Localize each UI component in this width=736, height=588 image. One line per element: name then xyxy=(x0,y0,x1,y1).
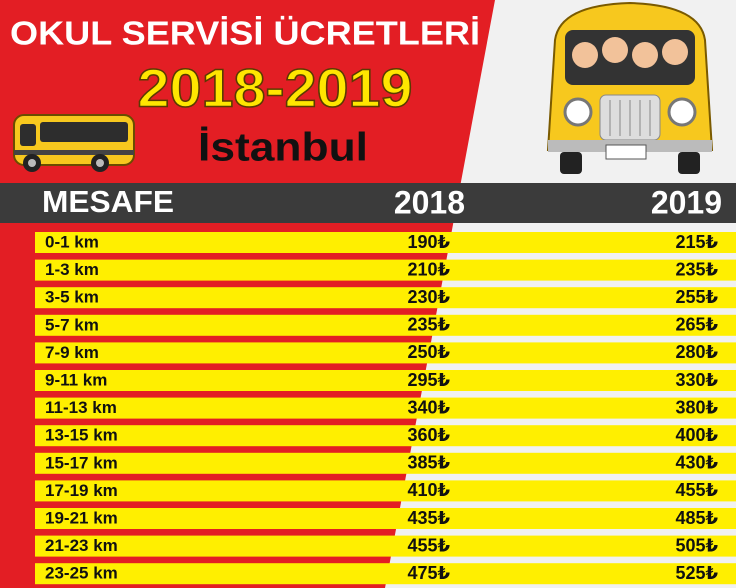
distance-cell: 21-23 km xyxy=(45,536,118,555)
price-cell: 410₺ xyxy=(407,480,450,500)
price-cell: 400₺ xyxy=(675,425,718,445)
distance-cell: 11-13 km xyxy=(45,398,117,417)
table-row: 0-1 km 190₺ 215₺ xyxy=(35,232,736,253)
row-stripe xyxy=(35,370,736,391)
table-row: 17-19 km 410₺ 455₺ xyxy=(35,480,736,502)
row-stripe xyxy=(35,535,736,557)
price-cell: 385₺ xyxy=(407,453,450,473)
price-cell: 255₺ xyxy=(675,287,718,307)
big-bus xyxy=(546,1,714,174)
table-row: 11-13 km 340₺ 380₺ xyxy=(35,397,736,419)
table-row: 7-9 km 250₺ 280₺ xyxy=(35,342,736,364)
column-header: 2019 xyxy=(651,184,722,220)
table-row: 9-11 km 295₺ 330₺ xyxy=(35,370,736,391)
row-stripe xyxy=(35,314,736,336)
price-cell: 485₺ xyxy=(675,508,718,528)
table-row: 3-5 km 230₺ 255₺ xyxy=(35,287,736,309)
table-row: 21-23 km 455₺ 505₺ xyxy=(35,535,736,557)
row-stripe xyxy=(35,480,736,502)
distance-cell: 19-21 km xyxy=(45,508,118,527)
price-cell: 455₺ xyxy=(407,535,450,555)
price-cell: 235₺ xyxy=(407,315,450,335)
table-header-bar xyxy=(0,183,736,223)
price-cell: 525₺ xyxy=(675,563,718,583)
years: 2018-2019 xyxy=(138,58,413,118)
row-stripe xyxy=(35,287,736,309)
price-cell: 265₺ xyxy=(675,315,718,335)
table-row: 5-7 km 235₺ 265₺ xyxy=(35,315,736,336)
city: İstanbul xyxy=(198,126,368,170)
price-cell: 435₺ xyxy=(407,508,450,528)
row-stripe xyxy=(35,259,736,281)
price-cell: 455₺ xyxy=(675,480,718,500)
price-cell: 210₺ xyxy=(407,259,450,279)
distance-cell: 15-17 km xyxy=(45,453,118,472)
table-body: 0-1 km 190₺ 215₺ 1-3 km 210₺ 235₺ 3-5 km 230₺ 25… xyxy=(35,232,736,585)
distance-cell: 5-7 km xyxy=(45,315,99,334)
price-cell: 295₺ xyxy=(407,370,450,390)
distance-cell: 23-25 km xyxy=(45,564,118,583)
price-cell: 475₺ xyxy=(407,563,450,583)
table-row: 23-25 km 475₺ 525₺ xyxy=(35,563,736,585)
column-header: MESAFE xyxy=(42,184,174,219)
distance-cell: 17-19 km xyxy=(45,481,118,500)
row-stripe xyxy=(35,508,736,529)
price-cell: 340₺ xyxy=(407,397,450,417)
price-cell: 430₺ xyxy=(675,453,718,473)
price-cell: 330₺ xyxy=(675,370,718,390)
column-header: 2018 xyxy=(394,184,465,220)
price-cell: 190₺ xyxy=(407,232,450,252)
price-cell: 505₺ xyxy=(675,535,718,555)
price-cell: 230₺ xyxy=(407,287,450,307)
title: OKUL SERVİSİ ÜCRETLERİ xyxy=(10,15,480,52)
small-bus xyxy=(13,114,135,172)
distance-cell: 0-1 km xyxy=(45,232,99,251)
price-cell: 380₺ xyxy=(675,397,718,417)
row-stripe xyxy=(35,232,736,253)
row-stripe xyxy=(35,452,736,474)
price-cell: 250₺ xyxy=(407,342,450,362)
table-row: 1-3 km 210₺ 235₺ xyxy=(35,259,736,281)
row-stripe xyxy=(35,342,736,364)
distance-cell: 13-15 km xyxy=(45,426,118,445)
price-cell: 215₺ xyxy=(675,232,718,252)
table-row: 13-15 km 360₺ 400₺ xyxy=(35,425,736,447)
table-row: 15-17 km 385₺ 430₺ xyxy=(35,453,736,474)
row-stripe xyxy=(35,397,736,419)
distance-cell: 7-9 km xyxy=(45,343,99,362)
distance-cell: 1-3 km xyxy=(45,260,99,279)
row-stripe xyxy=(35,563,736,585)
price-cell: 280₺ xyxy=(675,342,718,362)
price-cell: 235₺ xyxy=(675,259,718,279)
distance-cell: 9-11 km xyxy=(45,370,107,389)
row-stripe xyxy=(35,425,736,447)
table-row: 19-21 km 435₺ 485₺ xyxy=(35,508,736,529)
distance-cell: 3-5 km xyxy=(45,288,99,307)
price-cell: 360₺ xyxy=(407,425,450,445)
